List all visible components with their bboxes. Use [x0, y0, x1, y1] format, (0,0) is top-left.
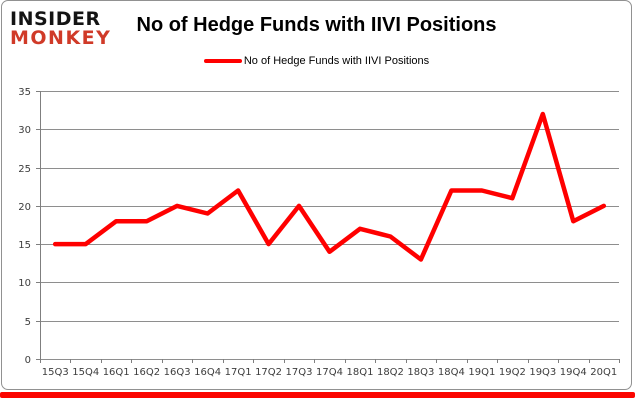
- x-axis-label-15Q3: 15Q3: [42, 367, 69, 378]
- series-line: [52, 111, 607, 262]
- x-axis-label-19Q2: 19Q2: [499, 367, 526, 378]
- y-axis-label-30: 30: [18, 125, 31, 136]
- x-axis-label-17Q2: 17Q2: [255, 367, 282, 378]
- x-axis-label-18Q2: 18Q2: [377, 367, 404, 378]
- x-axis-label-19Q4: 19Q4: [560, 367, 587, 378]
- y-axis-label-10: 10: [18, 278, 31, 289]
- y-axis-label-35: 35: [18, 87, 31, 98]
- x-axis-label-18Q1: 18Q1: [346, 367, 373, 378]
- chart-card: INSIDER MONKEY No of Hedge Funds with II…: [1, 0, 632, 390]
- line-chart: 0 5 10 15 20 25 30 35 15Q3 15Q4 16Q1 16Q2 16Q3 16Q4 17…: [18, 87, 620, 378]
- x-axis-label-17Q1: 17Q1: [225, 367, 252, 378]
- x-axis-label-16Q4: 16Q4: [194, 367, 221, 378]
- x-axis-label-15Q4: 15Q4: [72, 367, 99, 378]
- y-axis-label-5: 5: [25, 317, 31, 328]
- legend: No of Hedge Funds with IIVI Positions: [2, 55, 631, 67]
- y-axis-label-0: 0: [25, 355, 31, 366]
- x-axis-label-19Q1: 19Q1: [468, 367, 495, 378]
- x-axis-label-16Q3: 16Q3: [164, 367, 191, 378]
- legend-label: No of Hedge Funds with IIVI Positions: [243, 55, 430, 67]
- y-axis-label-25: 25: [18, 164, 31, 175]
- bottom-accent-bar: [0, 392, 635, 398]
- x-axis-label-16Q1: 16Q1: [103, 367, 130, 378]
- insider-monkey-logo: INSIDER MONKEY: [10, 10, 111, 48]
- logo-text-monkey: MONKEY: [10, 27, 112, 49]
- x-axis-label-17Q3: 17Q3: [286, 367, 313, 378]
- x-axis-label-16Q2: 16Q2: [133, 367, 160, 378]
- chart-title: No of Hedge Funds with IIVI Positions: [136, 14, 497, 36]
- x-axis-label-19Q3: 19Q3: [529, 367, 556, 378]
- x-axis-label-18Q3: 18Q3: [407, 367, 434, 378]
- logo-text-insider: INSIDER: [10, 8, 101, 30]
- y-axis-label-15: 15: [18, 240, 31, 251]
- legend-line-swatch: [203, 59, 242, 63]
- x-axis-label-17Q4: 17Q4: [316, 367, 343, 378]
- y-axis-label-20: 20: [18, 202, 31, 213]
- x-axis-label-20Q1: 20Q1: [590, 367, 617, 378]
- x-axis-label-18Q4: 18Q4: [438, 367, 465, 378]
